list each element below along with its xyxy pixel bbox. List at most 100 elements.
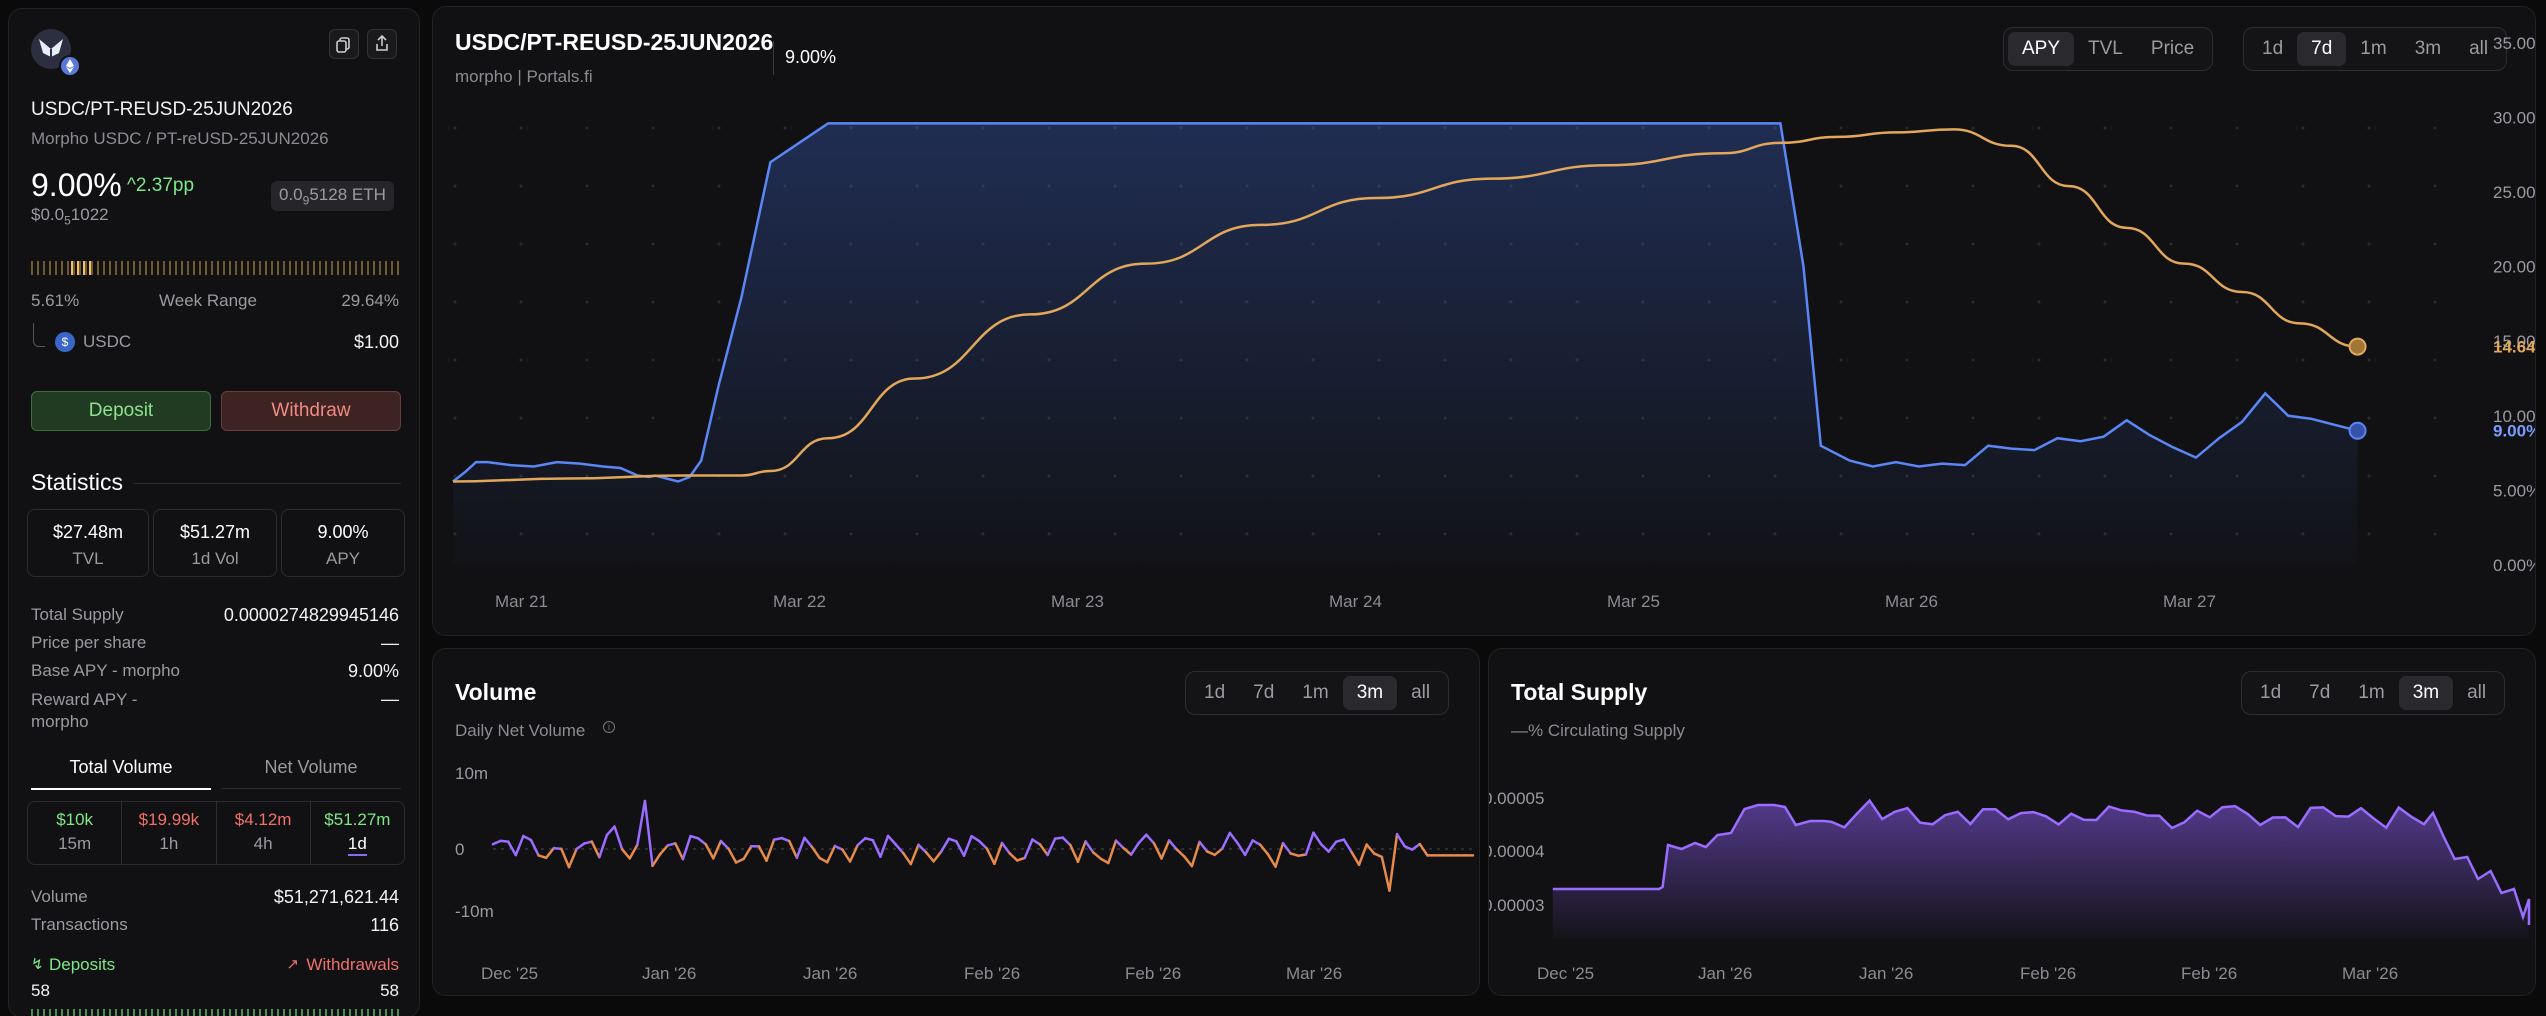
x-tick-label: Mar '26: [1286, 964, 1342, 983]
net-volume-segment: [598, 833, 609, 859]
tab-price[interactable]: Price: [2150, 38, 2195, 59]
net-volume-segment: [499, 839, 510, 843]
volume-panel: Volume Daily Net Volume i 1d 7d 1m 3m al…: [432, 648, 1480, 996]
protocol-logo: [31, 29, 71, 69]
apy-marker: [2348, 421, 2367, 440]
share-button[interactable]: [367, 29, 397, 59]
range-3m[interactable]: 3m: [1342, 676, 1398, 710]
token-price: $1.00: [353, 332, 399, 352]
tab-total-volume[interactable]: Total Volume: [31, 757, 211, 790]
net-volume-segment: [803, 836, 814, 849]
net-volume-segment: [1099, 857, 1110, 865]
net-volume-segment: [863, 836, 875, 842]
deposits-count: 58: [31, 981, 50, 1000]
timeframe-15m[interactable]: $10k 15m: [28, 802, 123, 864]
net-volume-segment: [514, 834, 525, 857]
chart-title-value: 9.00%: [785, 47, 837, 67]
supply-area: [1552, 800, 2529, 939]
net-volume-segment: [1160, 839, 1171, 860]
net-volume-segment: [1053, 836, 1065, 840]
net-volume-segment: [681, 834, 692, 861]
net-volume-segment: [1289, 852, 1300, 857]
range-7d[interactable]: 7d: [2309, 682, 2331, 703]
net-volume-segment: [674, 842, 685, 861]
timeframe-1h[interactable]: $19.99k 1h: [122, 802, 217, 864]
volume-label: Volume: [31, 887, 88, 906]
y-axis-ticks: 10m 0 -10m: [455, 764, 494, 921]
net-volume-segment: [1061, 836, 1072, 847]
net-volume-segment: [856, 836, 867, 847]
net-volume-segment: [788, 839, 799, 859]
net-volume-segment: [704, 843, 715, 860]
main-chart-panel: USDC/PT-REUSD-25JUN2026 9.00% morpho | P…: [432, 6, 2536, 636]
apy-area: [453, 123, 2358, 566]
range-all[interactable]: all: [2469, 38, 2489, 59]
net-volume-segment: [1418, 842, 1429, 857]
price-usd-sub: 5: [64, 213, 71, 228]
net-volume-segment: [1243, 839, 1254, 857]
tab-net-volume[interactable]: Net Volume: [221, 757, 401, 789]
x-tick-label: Jan '26: [1698, 964, 1752, 983]
stat-card-tvl: $27.48m TVL: [27, 509, 149, 577]
tab-apy[interactable]: APY: [2008, 32, 2075, 66]
range-1d[interactable]: 1d: [2260, 682, 2282, 703]
chart-title: USDC/PT-REUSD-25JUN2026: [455, 29, 774, 55]
x-tick-label: Mar 25: [1607, 592, 1660, 611]
net-volume-segment: [1198, 840, 1209, 853]
deposit-button[interactable]: Deposit: [31, 391, 211, 431]
range-1m[interactable]: 1m: [2358, 682, 2385, 703]
range-3m[interactable]: 3m: [2398, 676, 2454, 710]
net-volume-segment: [1281, 841, 1292, 855]
net-volume-segment: [962, 834, 973, 857]
net-volume-segment: [628, 843, 639, 860]
x-tick-label: Mar 24: [1329, 592, 1382, 611]
net-volume-segment: [1274, 841, 1285, 868]
reward-apy-value: —: [381, 689, 399, 709]
range-all[interactable]: all: [1411, 682, 1431, 703]
withdrawals-label: Withdrawals: [306, 955, 399, 974]
net-volume-segment: [1380, 855, 1391, 892]
range-1m[interactable]: 1m: [1302, 682, 1329, 703]
range-1m[interactable]: 1m: [2360, 38, 2387, 59]
pair-subtitle: Morpho USDC / PT-reUSD-25JUN2026: [31, 129, 329, 148]
x-axis-ticks: Mar 21 Mar 22 Mar 23 Mar 24 Mar 25 Mar 26 Mar …: [495, 592, 2216, 611]
reward-apy-label-line2: morpho: [31, 712, 89, 731]
net-volume-segment: [1137, 833, 1148, 845]
range-7d[interactable]: 7d: [1253, 682, 1275, 703]
volume-range-tabs: 1d 7d 1m 3m all: [1185, 671, 1450, 715]
range-3m[interactable]: 3m: [2414, 38, 2442, 59]
range-7d[interactable]: 7d: [2297, 32, 2347, 66]
net-volume-segment: [1403, 844, 1414, 851]
timeframe-1d[interactable]: $51.27m 1d: [311, 802, 404, 864]
range-1d[interactable]: 1d: [1204, 682, 1226, 703]
y-tick-label: 25.00%: [2493, 183, 2536, 202]
avg-apy-line: [452, 128, 2358, 483]
chart-source: morpho | Portals.fi: [455, 67, 593, 86]
sidebar: USDC/PT-REUSD-25JUN2026 Morpho USDC / PT…: [8, 8, 420, 1016]
avg-apy-marker-label: 14.64%: [2493, 338, 2536, 357]
y-tick-label: 10.00%: [2493, 407, 2536, 426]
copy-button[interactable]: [329, 29, 359, 59]
statistics-divider: [133, 483, 401, 484]
net-volume-segment: [1304, 831, 1315, 856]
timeframe-4h[interactable]: $4.12m 4h: [217, 802, 311, 864]
reward-apy-label-line1: Reward APY -: [31, 690, 138, 709]
current-apy: 9.00%: [31, 167, 122, 203]
x-tick-label: Dec '25: [1537, 964, 1594, 983]
stat-label: APY: [325, 549, 361, 568]
withdraw-button[interactable]: Withdraw: [221, 391, 401, 431]
tab-tvl[interactable]: TVL: [2088, 38, 2123, 59]
net-volume-segment: [491, 839, 502, 846]
net-volume-segment: [780, 836, 791, 843]
withdrawals-count: 58: [380, 981, 399, 1000]
usdc-icon: $: [55, 332, 75, 352]
x-axis-ticks: Dec '25 Jan '26 Jan '26 Feb '26 Feb '26 Mar '…: [481, 964, 1342, 983]
range-1d[interactable]: 1d: [2262, 38, 2284, 59]
net-volume-segment: [1000, 841, 1011, 855]
apy-change: ^2.37pp: [127, 175, 195, 196]
net-volume-segment: [582, 840, 594, 845]
pair-name: USDC/PT-REUSD-25JUN2026: [31, 99, 293, 120]
range-all[interactable]: all: [2467, 682, 2487, 703]
y-tick-label: 35.00%: [2493, 34, 2536, 53]
timeframe-label: 1h: [159, 834, 179, 853]
